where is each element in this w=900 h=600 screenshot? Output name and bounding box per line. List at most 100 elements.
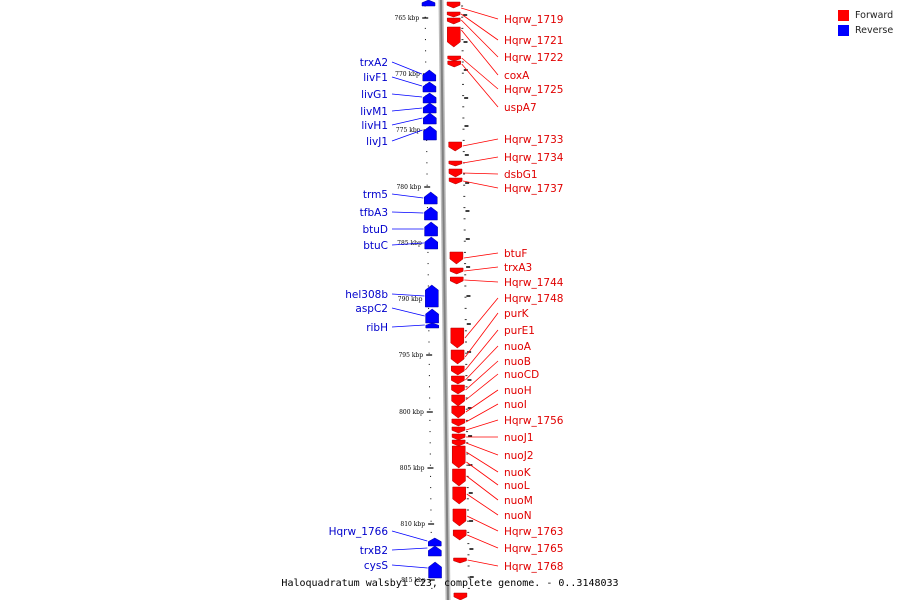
forward-gene-label: Hqrw_1748 [504,293,563,305]
forward-gene-arrow [447,55,461,62]
backbone-line [440,0,449,600]
reverse-leader-line [391,307,425,317]
forward-gene-arrow [453,592,468,600]
forward-leader-line [465,345,499,381]
forward-gene-label: Hqrw_1734 [504,152,564,164]
forward-leader-line [466,461,499,486]
legend: Forward Reverse [838,8,893,38]
tick-label: 805 kbp [400,465,425,472]
forward-gene-arrow [451,433,466,441]
forward-gene-arrow [449,276,464,285]
forward-gene-label: Hqrw_1733 [504,134,563,146]
reverse-leader-line [391,547,428,551]
forward-gene-arrow [449,267,464,275]
forward-leader-line [460,19,499,58]
forward-leader-line [465,389,499,413]
forward-gene-label: btuF [504,248,527,260]
forward-leader-line [467,559,499,567]
reverse-gene-label: livM1 [360,106,388,118]
forward-gene-label: Hqrw_1725 [504,84,563,96]
forward-leader-line [466,475,499,501]
forward-leader-line [461,63,499,108]
forward-leader-line [461,29,499,76]
reverse-leader-line [391,76,423,87]
forward-gene-label: nuoJ2 [504,450,534,462]
forward-gene-label: Hqrw_1763 [504,526,563,538]
reverse-gene-arrow [428,537,442,547]
forward-leader-line [460,7,499,20]
forward-leader-line [465,373,499,401]
reverse-gene-arrow [423,191,438,205]
forward-gene-label: nuoL [504,480,530,492]
reverse-leader-line [391,564,428,569]
reverse-gene-label: Hqrw_1766 [329,526,389,538]
forward-gene-arrow [449,251,464,265]
reverse-gene-arrow [423,112,437,125]
forward-leader-line [463,172,499,175]
legend-item-forward: Forward [838,8,893,23]
reverse-swatch [838,25,849,36]
reverse-gene-label: btuC [363,240,388,252]
reverse-gene-label: trxA2 [360,57,388,69]
reverse-leader-line [391,193,424,199]
forward-leader-line [467,534,499,549]
forward-gene-arrow [448,168,463,178]
forward-leader-line [462,138,499,147]
forward-gene-arrow [451,439,466,447]
forward-gene-arrow [451,405,465,419]
forward-gene-arrow [451,365,465,376]
reverse-gene-label: cysS [364,560,388,572]
forward-gene-arrow [452,508,467,527]
reverse-leader-line [391,107,423,112]
reverse-leader-line [391,129,423,142]
forward-gene-label: trxA3 [504,262,532,274]
reverse-gene-label: ribH [366,322,388,334]
forward-leader-line [460,13,499,41]
forward-leader-line [465,419,499,431]
reverse-gene-arrow [428,545,442,557]
forward-gene-label: dsbG1 [504,169,538,181]
forward-gene-arrow [450,349,465,365]
reverse-leader-line [391,93,423,98]
forward-gene-arrow [447,26,461,48]
reverse-gene-arrow [424,221,438,237]
forward-gene-label: nuoM [504,495,533,507]
reverse-gene-arrow [425,284,439,308]
forward-gene-arrow [451,418,466,427]
reverse-leader-line [391,324,425,328]
reverse-gene-label: btuD [362,224,388,236]
map-caption: Haloquadratum walsbyi C23, complete geno… [281,578,619,589]
forward-gene-arrow [453,557,467,564]
legend-item-reverse: Reverse [838,23,893,38]
reverse-gene-label: trm5 [363,189,388,201]
forward-gene-arrow [448,177,463,185]
forward-leader-line [462,156,499,164]
forward-gene-label: Hqrw_1722 [504,52,563,64]
forward-leader-line [464,297,499,339]
tick-label: 775 kbp [396,127,421,134]
reverse-gene-label: livF1 [363,72,388,84]
reverse-gene-label: livG1 [361,89,388,101]
forward-gene-label: nuoCD [504,369,539,381]
tick-label: 810 kbp [400,521,425,528]
reverse-leader-line [391,293,425,297]
reverse-gene-arrow [422,81,437,93]
legend-label-reverse: Reverse [855,25,894,36]
forward-swatch [838,10,849,21]
reverse-leader-line [391,242,424,246]
forward-gene-label: coxA [504,70,530,82]
forward-gene-arrow [452,529,467,541]
forward-gene-arrow [448,141,462,152]
forward-leader-line [465,360,499,391]
forward-leader-line [466,451,499,473]
forward-gene-label: Hqrw_1756 [504,415,564,427]
forward-gene-arrow [448,160,463,167]
reverse-gene-label: tfbA3 [360,207,388,219]
forward-leader-line [465,403,499,423]
forward-gene-label: purE1 [504,325,535,337]
forward-gene-label: Hqrw_1737 [504,183,563,195]
forward-gene-arrow [450,327,465,349]
forward-gene-arrow [452,468,466,487]
forward-leader-line [466,442,499,456]
forward-gene-arrow [452,486,466,505]
